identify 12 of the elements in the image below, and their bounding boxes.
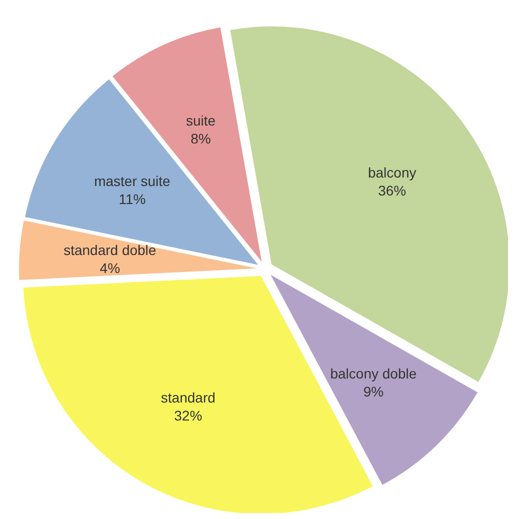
data-label: 4%: [100, 260, 120, 276]
data-label: 8%: [190, 130, 211, 146]
data-label: 9%: [363, 384, 384, 400]
slice-label: master suite: [94, 172, 171, 189]
slice-label: balcony: [368, 164, 416, 180]
data-label: 32%: [174, 407, 202, 424]
slice-label: suite: [186, 112, 216, 128]
slice-label: standard doble: [64, 242, 156, 258]
slice-label: standard: [160, 389, 216, 406]
data-label: 11%: [118, 190, 146, 207]
slice-label: balcony doble: [330, 366, 417, 382]
data-label: 36%: [378, 182, 406, 198]
